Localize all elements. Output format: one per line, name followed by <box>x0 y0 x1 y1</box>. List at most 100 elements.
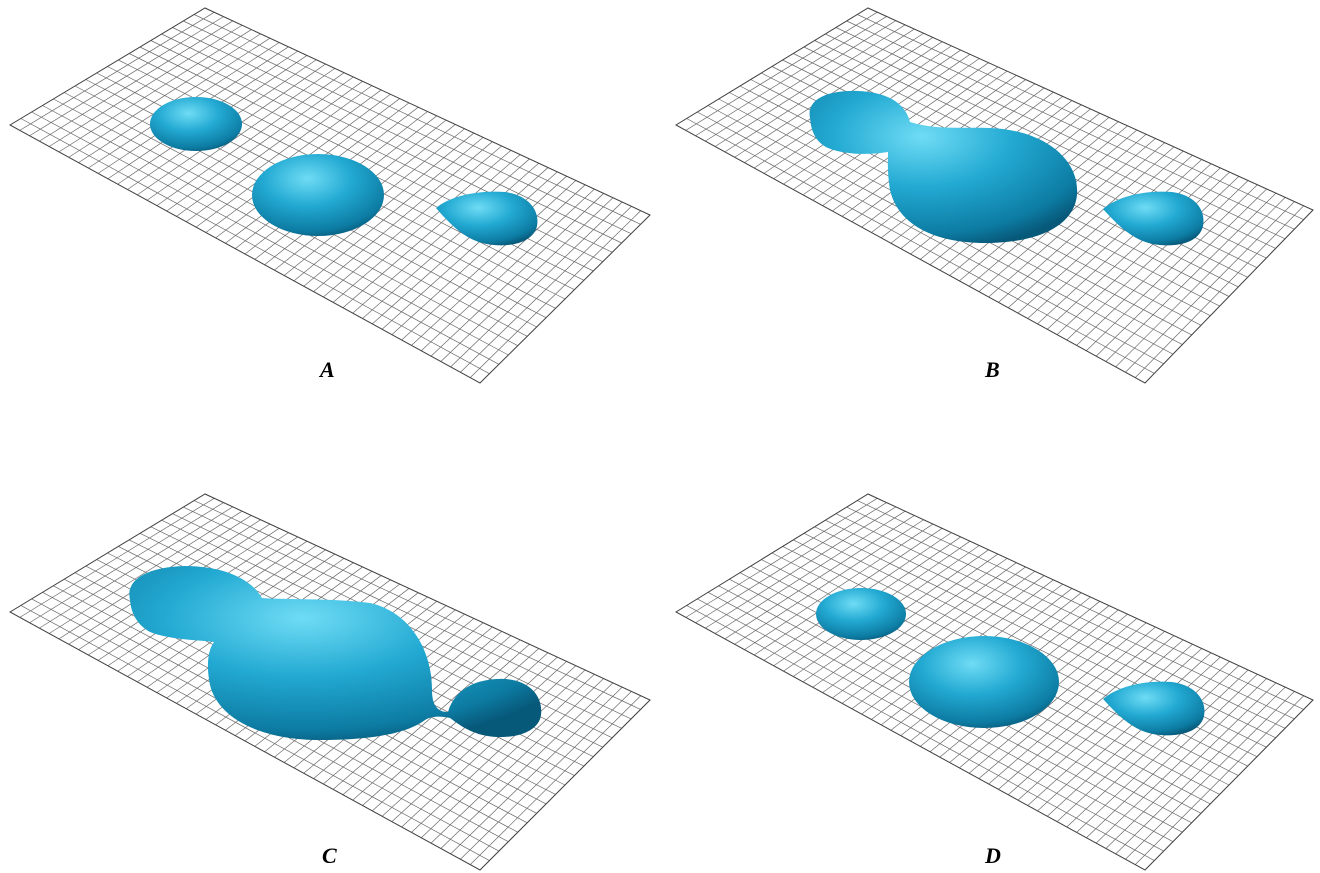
mesh-border <box>675 493 1314 871</box>
mesh-line <box>685 497 878 618</box>
panel-d: D <box>675 493 1314 871</box>
mesh-line <box>156 72 345 206</box>
mesh-line <box>352 158 530 314</box>
mesh-line <box>998 146 1175 303</box>
droplets-c <box>129 566 542 740</box>
mesh-line <box>1076 180 1249 346</box>
mesh-line <box>1115 686 1286 855</box>
mesh-line <box>146 68 335 201</box>
mesh-line <box>421 673 595 839</box>
droplet-left <box>816 588 906 640</box>
mesh-line <box>851 570 1036 710</box>
droplet-merged <box>809 90 1078 243</box>
mesh-line <box>176 81 363 217</box>
droplets-b <box>809 90 1204 246</box>
mesh-line <box>1037 652 1212 812</box>
mesh-line <box>19 12 215 131</box>
droplet-merged <box>129 566 542 740</box>
mesh-line <box>968 622 1147 774</box>
mesh-line <box>460 691 632 860</box>
mesh-line <box>1105 192 1277 362</box>
mesh-line <box>714 510 906 634</box>
mesh-line <box>440 197 614 362</box>
mesh-line <box>1086 673 1258 839</box>
mesh-line <box>460 206 632 373</box>
mesh-line <box>1076 669 1249 833</box>
panel-label-b: B <box>984 357 1000 382</box>
droplet-right <box>1103 681 1205 736</box>
mesh-line <box>391 175 567 335</box>
mesh-line <box>381 171 558 330</box>
mesh-line <box>734 519 924 645</box>
mesh-line <box>68 33 261 158</box>
mesh-line <box>381 656 558 817</box>
mesh-line <box>1086 184 1258 352</box>
mesh-line <box>1037 163 1212 325</box>
droplet-right <box>436 191 538 246</box>
mesh-line <box>401 180 577 341</box>
panel-label-c: C <box>322 843 337 868</box>
mesh-line <box>1027 648 1202 806</box>
mesh-line <box>1056 171 1230 335</box>
panel-c: C <box>8 493 651 871</box>
mesh-line <box>832 562 1017 699</box>
mesh-line <box>430 678 604 844</box>
mesh-line <box>1134 205 1304 378</box>
panel-b: B <box>675 7 1314 384</box>
mesh-line <box>695 502 887 624</box>
mesh-line <box>988 142 1165 298</box>
mesh-line <box>1007 639 1184 796</box>
mesh-line <box>744 523 934 650</box>
mesh-line <box>1095 188 1267 357</box>
mesh-line <box>1066 176 1240 341</box>
mesh-line <box>372 652 549 812</box>
mesh-border <box>8 493 651 871</box>
mesh-line <box>705 20 896 142</box>
mesh-line <box>362 648 539 806</box>
droplets-d <box>816 588 1205 736</box>
mesh-line <box>1095 678 1267 844</box>
mesh-line <box>58 29 252 153</box>
panel-label-a: A <box>318 357 335 382</box>
mesh-line <box>166 76 354 212</box>
mesh-line <box>1047 656 1221 817</box>
mesh-line <box>1115 197 1286 368</box>
mesh-line <box>695 16 887 137</box>
panel-a: A <box>8 7 651 384</box>
mesh-border <box>675 7 1314 384</box>
mesh-line <box>1125 691 1295 860</box>
mesh-line <box>411 669 586 833</box>
droplet-center <box>909 636 1059 728</box>
mesh-line <box>293 132 475 282</box>
mesh-line <box>372 167 549 325</box>
mesh-line <box>1007 150 1184 309</box>
mesh-line <box>313 141 493 292</box>
mesh-line <box>1027 159 1202 319</box>
mesh-line <box>39 506 233 629</box>
mesh-line <box>19 497 215 618</box>
mesh-line <box>1017 643 1193 801</box>
mesh-line <box>352 643 530 801</box>
mesh-line <box>48 510 243 634</box>
mesh-line <box>724 515 915 640</box>
mesh-line <box>391 661 567 822</box>
mesh-line <box>450 201 623 368</box>
mesh-line <box>411 184 586 346</box>
mesh-line <box>29 502 224 624</box>
droplets-a <box>150 97 538 246</box>
mesh-line <box>401 665 577 828</box>
mesh-line <box>469 210 641 378</box>
mesh-line <box>714 24 906 147</box>
mesh-line <box>978 626 1156 779</box>
panel-label-d: D <box>984 843 1001 868</box>
mesh-line <box>1056 661 1230 822</box>
droplet-center <box>252 154 384 236</box>
mesh-line <box>323 145 502 298</box>
mesh-line <box>1047 167 1221 330</box>
mesh-line <box>812 553 998 688</box>
mesh-line <box>29 16 224 137</box>
mesh-line <box>685 11 878 131</box>
mesh-line <box>48 24 243 147</box>
droplet-right <box>1103 191 1204 246</box>
mesh-line <box>430 193 604 357</box>
